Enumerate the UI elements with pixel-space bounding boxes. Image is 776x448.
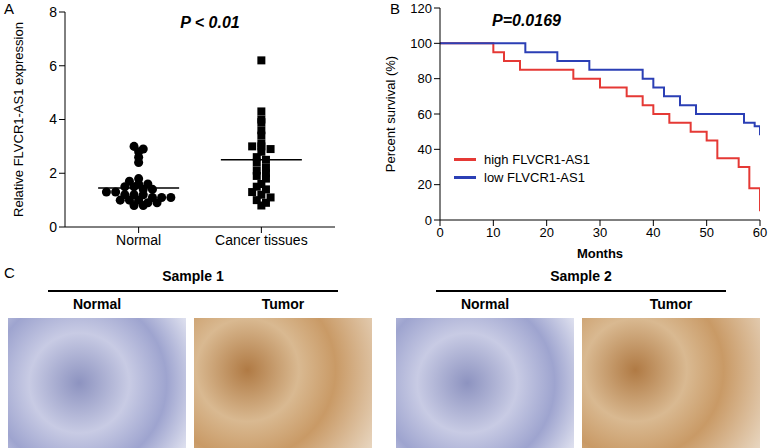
svg-text:Percent survival (%): Percent survival (%) <box>383 56 398 172</box>
svg-text:4: 4 <box>49 111 57 127</box>
html-text:high FLVCR1-AS1: high FLVCR1-AS1 <box>484 151 590 167</box>
svg-text:0: 0 <box>49 219 57 235</box>
html-text:A: A <box>4 0 14 17</box>
html-text:Normal: Normal <box>72 296 122 312</box>
html-text:Tumor: Tumor <box>261 296 305 312</box>
svg-text:10: 10 <box>486 225 500 240</box>
html-text:B: B <box>390 0 400 17</box>
svg-text:50: 50 <box>699 225 713 240</box>
svg-text:2: 2 <box>49 165 57 181</box>
html-text:P=0.0169: P=0.0169 <box>492 12 561 29</box>
svg-text:120: 120 <box>410 1 432 16</box>
svg-text:20: 20 <box>418 177 432 192</box>
svg-text:40: 40 <box>646 225 660 240</box>
html-text:Sample 1: Sample 1 <box>162 268 224 284</box>
html-text:C: C <box>4 264 15 281</box>
svg-text:60: 60 <box>753 225 767 240</box>
svg-text:40: 40 <box>418 142 432 157</box>
html-text:P < 0.01: P < 0.01 <box>180 14 240 31</box>
svg-text:6: 6 <box>49 58 57 74</box>
html-text:low FLVCR1-AS1: low FLVCR1-AS1 <box>484 169 585 185</box>
svg-text:30: 30 <box>593 225 607 240</box>
html-text:Sample 2: Sample 2 <box>550 268 612 284</box>
svg-text:0: 0 <box>436 225 443 240</box>
svg-text:8: 8 <box>49 4 57 20</box>
svg-text:Normal: Normal <box>116 232 161 248</box>
svg-text:60: 60 <box>418 107 432 122</box>
svg-text:0: 0 <box>425 213 432 228</box>
html-text:Normal: Normal <box>460 296 510 312</box>
svg-text:Months: Months <box>577 246 623 261</box>
svg-text:Relative FLVCR1-AS1 expression: Relative FLVCR1-AS1 expression <box>11 22 26 217</box>
svg-text:20: 20 <box>539 225 553 240</box>
svg-text:Cancer tissues: Cancer tissues <box>215 232 308 248</box>
svg-text:100: 100 <box>410 36 432 51</box>
html-text:Tumor: Tumor <box>649 296 693 312</box>
svg-text:80: 80 <box>418 71 432 86</box>
